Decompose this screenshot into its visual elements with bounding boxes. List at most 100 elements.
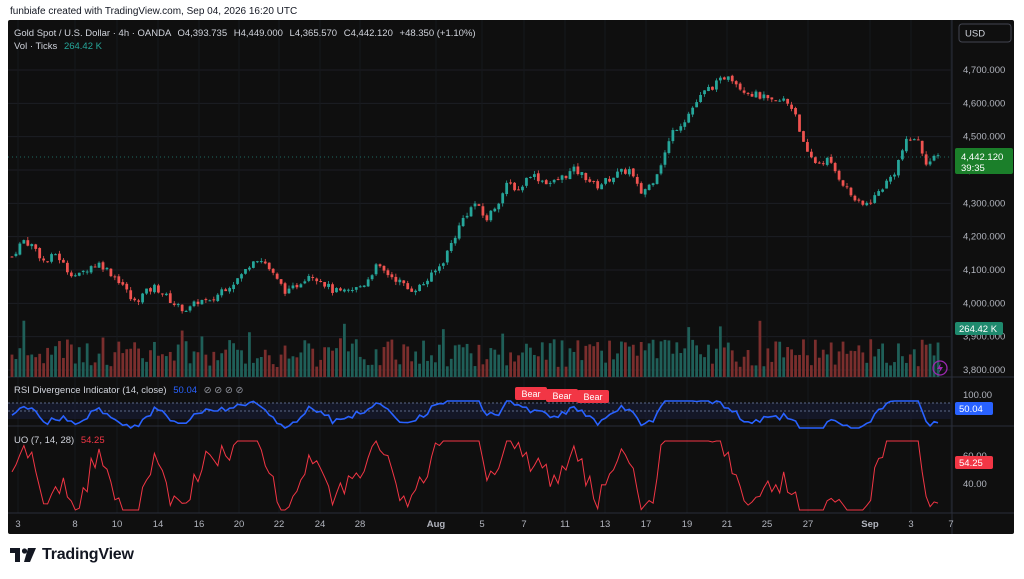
volume-bar [501, 333, 505, 377]
candle-body [410, 288, 414, 292]
price-tick-label: 4,500.000 [963, 132, 1005, 143]
volume-bar [255, 358, 259, 377]
candle-body [422, 284, 425, 286]
rsi-legend: RSI Divergence Indicator (14, close) 50.… [14, 385, 243, 396]
candle-body [552, 179, 556, 183]
vol-legend: Vol · Ticks 264.42 K [14, 41, 103, 52]
candle-body [153, 284, 156, 293]
candle-body [65, 262, 69, 273]
candle-body [77, 272, 81, 276]
candle-body [46, 261, 49, 263]
candle-body [802, 131, 805, 142]
price-tick-label: 4,600.000 [963, 98, 1005, 109]
candle-body [236, 278, 239, 284]
candle-body [639, 183, 643, 194]
volume-bar [137, 348, 141, 377]
candle-body [319, 281, 323, 283]
volume-bar [331, 350, 334, 377]
volume-bar [604, 362, 607, 377]
candle-body [192, 301, 196, 307]
candle-body [204, 299, 208, 301]
volume-bar [69, 344, 73, 377]
volume-bar [430, 355, 433, 377]
candle-body [97, 262, 101, 268]
tradingview-logo[interactable]: TradingView [10, 546, 134, 564]
volume-bar [65, 339, 69, 377]
candle-body [228, 288, 232, 292]
uo-legend: UO (7, 14, 28) 54.25 [14, 435, 105, 446]
chart-canvas[interactable]: 4,700.0004,600.0004,500.0004,400.0004,30… [8, 20, 1014, 534]
candle-body [145, 288, 148, 294]
volume-bar [259, 356, 263, 377]
candle-body [758, 92, 762, 99]
candle-body [536, 173, 540, 182]
candle-body [806, 142, 809, 152]
candle-body [643, 189, 647, 195]
volume-bar [647, 343, 651, 377]
volume-bar [517, 355, 520, 377]
candle-body [323, 282, 327, 287]
volume-bar [489, 348, 493, 377]
volume-bar [469, 353, 473, 377]
volume-bar [153, 341, 156, 377]
candle-body [196, 301, 200, 305]
volume-bar [908, 354, 912, 377]
candle-body [362, 285, 366, 287]
candle-body [315, 278, 319, 282]
volume-bar [845, 353, 849, 377]
candle-body [837, 170, 841, 180]
volume-bar [362, 359, 366, 377]
volume-bar [877, 348, 881, 377]
price-tick-label: 4,000.000 [963, 298, 1005, 309]
volume-bar [172, 360, 176, 377]
volume-bar [271, 364, 275, 377]
volume-bar [117, 341, 121, 377]
candle-body [133, 298, 137, 301]
volume-bar [699, 354, 702, 377]
volume-bar [378, 365, 382, 377]
candle-body [651, 183, 655, 186]
uo-title: UO (7, 14, 28) [14, 435, 74, 446]
volume-bar [738, 366, 742, 377]
volume-bar [837, 351, 841, 377]
volume-bar [841, 341, 845, 377]
volume-bar [477, 344, 481, 377]
candle-body [932, 155, 936, 161]
volume-bar [798, 354, 801, 377]
volume-bar [596, 342, 600, 377]
candle-body [544, 180, 548, 185]
chart-area[interactable]: 4,700.0004,600.0004,500.0004,400.0004,30… [8, 20, 1014, 534]
candle-body [738, 83, 742, 90]
lightning-icon[interactable] [932, 360, 948, 376]
candle-body [38, 248, 42, 259]
svg-text:54.25: 54.25 [959, 458, 983, 469]
price-tick-label: 4,100.000 [963, 265, 1005, 276]
volume-bar [422, 340, 425, 377]
candle-body [588, 179, 592, 182]
volume-bar [786, 347, 790, 377]
rsi-scale-100: 100.00 [963, 390, 992, 401]
candle-body [473, 203, 477, 207]
candle-body [73, 275, 77, 277]
volume-bar [580, 360, 584, 377]
candle-body [346, 289, 350, 291]
rsi-value-badge: 50.04 [955, 402, 993, 415]
volume-bar [307, 343, 311, 377]
candle-body [529, 176, 532, 178]
candle-body [251, 261, 255, 268]
candle-body [865, 202, 869, 206]
currency-button[interactable]: USD [958, 23, 1012, 43]
candle-body [548, 182, 552, 184]
volume-bar [643, 350, 647, 377]
volume-bar [81, 362, 85, 377]
volume-bar [651, 339, 655, 377]
candle-body [825, 157, 829, 165]
candle-body [675, 130, 679, 132]
volume-bar [414, 351, 418, 377]
volume-bar [196, 352, 200, 377]
candle-body [592, 180, 596, 182]
volume-bar [14, 359, 18, 377]
candle-body [402, 280, 406, 284]
volume-bar [916, 366, 920, 377]
volume-bar [671, 353, 675, 377]
